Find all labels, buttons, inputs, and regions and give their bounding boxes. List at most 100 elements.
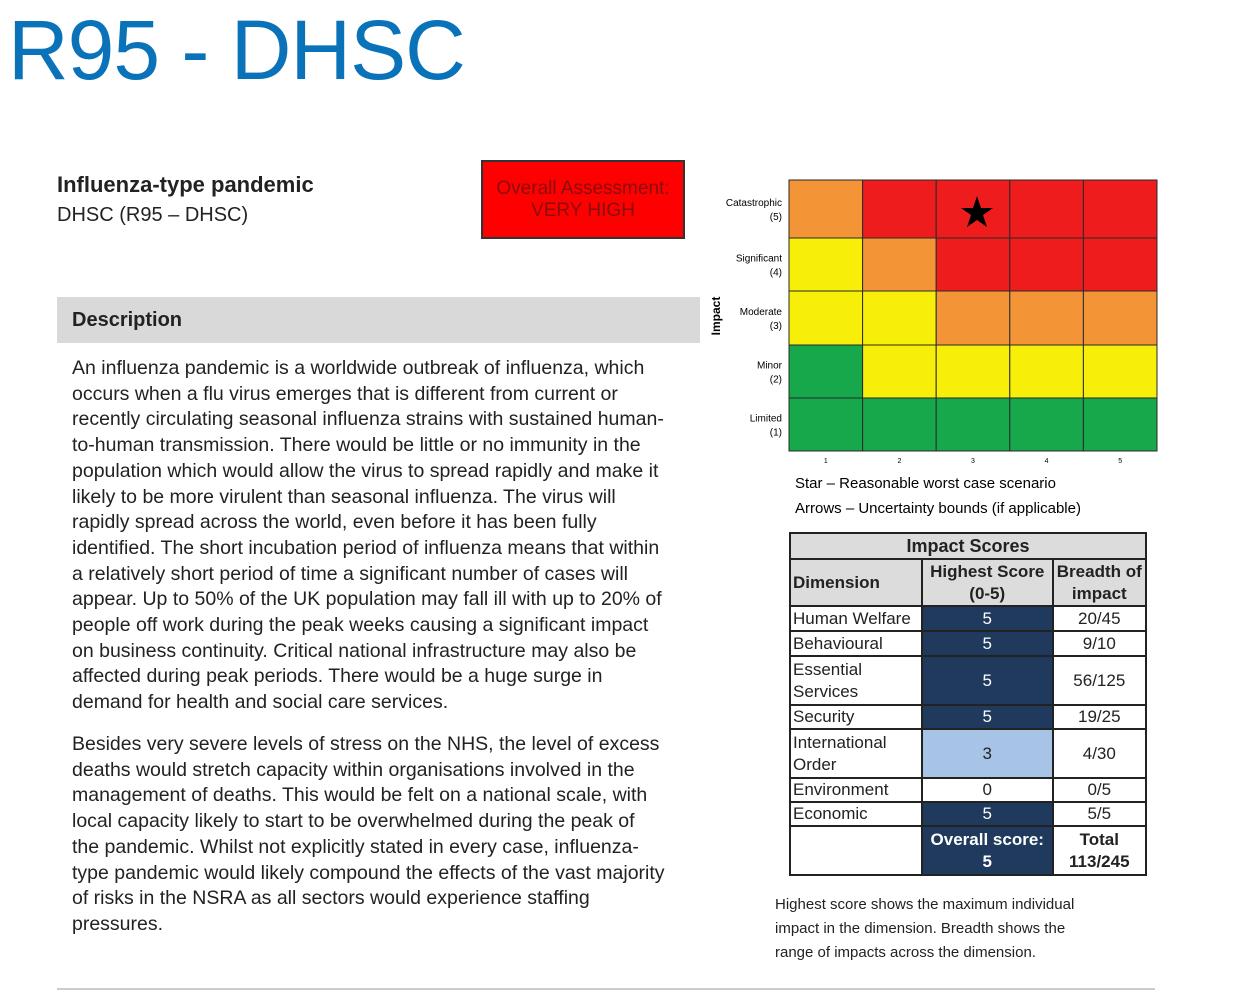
score-cell: 5 [920, 630, 1054, 657]
note-line: range of impacts across the dimension. [775, 944, 1036, 961]
matrix-cell [1009, 290, 1084, 346]
x-label: 2 [897, 458, 901, 465]
breadth-cell: 9/10 [1051, 630, 1148, 657]
table-title: Impact Scores [789, 532, 1147, 560]
x-label: 5 [1118, 458, 1122, 465]
column-header: Breadth of impact [1051, 558, 1148, 607]
description-line: demand for health and social care servic… [72, 691, 449, 714]
description-line: of risks in the NSRA as all sectors woul… [72, 887, 590, 910]
description-line: likely to be more virulent than seasonal… [72, 485, 616, 508]
score-cell: 3 [920, 728, 1054, 779]
table-row: Security 5 19/25 [789, 704, 1148, 730]
matrix-cell [1082, 237, 1158, 292]
table-row: Human Welfare 5 20/45 [789, 605, 1148, 632]
matrix-cell [788, 290, 864, 346]
description-line: rapidly spread across the world, even be… [72, 511, 597, 534]
description-line: An influenza pandemic is a worldwide out… [72, 357, 645, 379]
row-label: Moderate [740, 307, 783, 318]
matrix-cell [935, 237, 1011, 292]
matrix-cell [788, 179, 864, 239]
matrix-cell [1082, 179, 1158, 239]
assessment-line: VERY HIGH [531, 199, 635, 221]
breadth-cell: 56/125 [1051, 655, 1148, 706]
description-line: appear. Up to 50% of the UK population m… [72, 588, 662, 611]
description-line: a relatively short period of time a sign… [72, 562, 628, 585]
note-line: Highest score shows the maximum individu… [775, 896, 1075, 913]
score-cell: 0 [920, 777, 1054, 803]
row-label: Significant [736, 254, 782, 265]
description-line: pressures. [72, 912, 164, 935]
matrix-cell [935, 290, 1011, 346]
score-cell: 5 [920, 801, 1054, 827]
score-cell: 5 [920, 704, 1054, 730]
legend-line: Star – Reasonable worst case scenario [795, 475, 1056, 492]
empty-cell [789, 825, 923, 876]
description-line: the pandemic. Whilst not explicitly stat… [72, 835, 639, 858]
breadth-cell: 19/25 [1051, 704, 1148, 730]
table-row: Overall score: 5 Total 113/245 [789, 825, 1148, 876]
table-note: Highest score shows the maximum individu… [775, 893, 1074, 965]
table-row: Behavioural 5 9/10 [789, 630, 1148, 657]
matrix-cell [1009, 397, 1084, 452]
x-label: 3 [971, 458, 975, 465]
description-line: type pandemic would likely compound the … [72, 861, 665, 884]
row-label: Minor [757, 361, 783, 372]
x-label: 4 [1045, 458, 1049, 465]
score-cell: 5 [920, 605, 1054, 632]
note-line: impact in the dimension. Breadth shows t… [775, 920, 1066, 937]
row-level: (5) [770, 212, 782, 223]
matrix-cell [862, 397, 937, 452]
dimension-cell: Behavioural [789, 630, 923, 657]
legend-line: Arrows – Uncertainty bounds (if applicab… [795, 500, 1081, 517]
matrix-cell [788, 237, 864, 292]
table-row: International Order 3 4/30 [789, 728, 1148, 779]
row-level: (4) [770, 268, 782, 279]
dimension-cell: International Order [789, 728, 923, 779]
matrix-cell [788, 344, 864, 399]
table-row: Environment 0 0/5 [789, 777, 1148, 803]
column-header: Dimension [789, 558, 923, 607]
column-header: Highest Score (0-5) [920, 558, 1054, 607]
table-row: Essential Services 5 56/125 [789, 655, 1148, 706]
impact-scores-table: Impact Scores Dimension Highest Score (0-5… [789, 532, 1148, 876]
dimension-cell: Human Welfare [789, 605, 923, 632]
description-line: people off work during the peak weeks ca… [72, 614, 649, 636]
risk-title: Influenza-type pandemic [57, 172, 314, 197]
description-line: population which would allow the virus t… [72, 459, 659, 482]
matrix-cell [935, 344, 1011, 399]
bottom-rule [57, 988, 1155, 990]
matrix-cell [862, 179, 937, 239]
description-line: occurs when a flu virus emerges that is … [72, 382, 618, 405]
breadth-cell: 0/5 [1051, 777, 1148, 803]
table-row: Dimension Highest Score (0-5) Breadth of i… [789, 558, 1148, 607]
description-line: deaths would stretch capacity within org… [72, 758, 635, 781]
risk-matrix: Impact Catastrophic (5) Significant (4) Mode… [709, 179, 1158, 517]
assessment-line: Overall Assessment: [496, 177, 670, 199]
dimension-cell: Essential Services [789, 655, 923, 706]
overall-assessment: Overall Assessment: VERY HIGH [481, 160, 685, 239]
x-label: 1 [824, 458, 828, 465]
breadth-cell: 20/45 [1051, 605, 1148, 632]
matrix-cell [1082, 290, 1158, 346]
row-level: (3) [770, 321, 782, 332]
description-line: to-human transmission. There would be li… [72, 434, 641, 457]
dimension-cell: Economic [789, 801, 923, 827]
matrix-cell [1009, 237, 1084, 292]
table-row: Impact Scores [789, 532, 1147, 560]
description-line: local capacity likely to start to be ove… [72, 810, 635, 833]
overall-score: Overall score: 5 [920, 825, 1054, 876]
matrix-cell [862, 344, 937, 399]
matrix-cell [1082, 344, 1158, 399]
dimension-cell: Environment [789, 777, 923, 803]
description-line: Besides very severe levels of stress on … [72, 733, 660, 755]
matrix-cell [935, 397, 1011, 452]
description-line: management of deaths. This would be felt… [72, 784, 648, 807]
row-label: Limited [750, 414, 782, 425]
y-axis-label: Impact [709, 297, 723, 336]
description-line: on business continuity. Critical nationa… [72, 639, 637, 662]
matrix-cell [862, 290, 937, 346]
matrix-cell [1082, 397, 1158, 452]
description-line: affected during peak periods. There woul… [72, 665, 603, 688]
matrix-cells [788, 179, 1158, 452]
